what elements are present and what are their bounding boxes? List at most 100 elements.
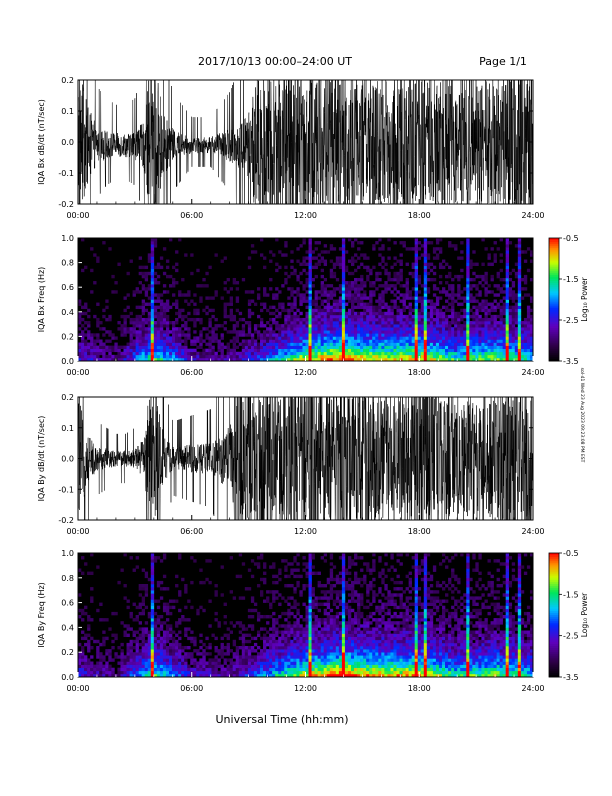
- heatmap-cell: [333, 665, 336, 668]
- heatmap-cell: [327, 615, 330, 618]
- heatmap-cell: [527, 293, 530, 296]
- heatmap-cell: [269, 333, 272, 336]
- heatmap-cell: [345, 339, 348, 342]
- heatmap-cell: [251, 355, 254, 358]
- heatmap-cell: [205, 559, 208, 562]
- heatmap-cell: [139, 318, 142, 321]
- heatmap-cell: [81, 572, 84, 575]
- heatmap-cell: [378, 263, 381, 266]
- heatmap-cell: [224, 615, 227, 618]
- heatmap-cell: [142, 631, 145, 634]
- heatmap-cell: [287, 646, 290, 649]
- heatmap-cell: [275, 333, 278, 336]
- heatmap-cell: [187, 312, 190, 315]
- heatmap-cell: [136, 339, 139, 342]
- heatmap-cell: [248, 640, 251, 643]
- heatmap-cell: [299, 349, 302, 352]
- y-axis-label: IQA By dB/dt (nT/sec): [37, 416, 46, 502]
- heatmap-cell: [169, 631, 172, 634]
- heatmap-cell: [366, 333, 369, 336]
- heatmap-cell: [384, 336, 387, 339]
- heatmap-cell: [324, 355, 327, 358]
- heatmap-cell: [324, 553, 327, 556]
- heatmap-cell: [527, 330, 530, 333]
- heatmap-cell: [324, 312, 327, 315]
- heatmap-cell: [321, 355, 324, 358]
- heatmap-cell: [506, 275, 509, 278]
- heatmap-cell: [324, 309, 327, 312]
- heatmap-cell: [205, 665, 208, 668]
- heatmap-cell: [445, 333, 448, 336]
- heatmap-cell: [160, 315, 163, 318]
- heatmap-cell: [130, 649, 133, 652]
- heatmap-cell: [257, 634, 260, 637]
- heatmap-cell: [87, 640, 90, 643]
- heatmap-cell: [84, 349, 87, 352]
- heatmap-cell: [451, 312, 454, 315]
- heatmap-cell: [415, 318, 418, 321]
- heatmap-cell: [418, 296, 421, 299]
- heatmap-cell: [330, 318, 333, 321]
- heatmap-cell: [227, 668, 230, 671]
- heatmap-cell: [406, 339, 409, 342]
- heatmap-cell: [245, 343, 248, 346]
- heatmap-cell: [306, 655, 309, 658]
- heatmap-cell: [178, 553, 181, 556]
- heatmap-cell: [278, 312, 281, 315]
- heatmap-cell: [233, 662, 236, 665]
- heatmap-cell: [236, 655, 239, 658]
- heatmap-cell: [193, 671, 196, 674]
- heatmap-cell: [436, 253, 439, 256]
- heatmap-cell: [312, 627, 315, 630]
- heatmap-cell: [251, 352, 254, 355]
- heatmap-cell: [506, 284, 509, 287]
- heatmap-cell: [284, 618, 287, 621]
- heatmap-cell: [108, 247, 111, 250]
- heatmap-cell: [111, 640, 114, 643]
- heatmap-cell: [384, 263, 387, 266]
- heatmap-cell: [242, 662, 245, 665]
- heatmap-cell: [287, 333, 290, 336]
- heatmap-cell: [369, 290, 372, 293]
- heatmap-cell: [481, 336, 484, 339]
- heatmap-cell: [230, 590, 233, 593]
- heatmap-cell: [233, 668, 236, 671]
- heatmap-cell: [506, 253, 509, 256]
- heatmap-cell: [315, 346, 318, 349]
- heatmap-cell: [336, 256, 339, 259]
- heatmap-cell: [512, 284, 515, 287]
- heatmap-cell: [130, 333, 133, 336]
- heatmap-cell: [233, 343, 236, 346]
- heatmap-cell: [327, 578, 330, 581]
- heatmap-cell: [318, 662, 321, 665]
- heatmap-cell: [205, 646, 208, 649]
- heatmap-cell: [415, 284, 418, 287]
- heatmap-cell: [248, 346, 251, 349]
- heatmap-cell: [117, 668, 120, 671]
- heatmap-cell: [96, 662, 99, 665]
- heatmap-cell: [293, 333, 296, 336]
- heatmap-cell: [497, 355, 500, 358]
- heatmap-cell: [287, 596, 290, 599]
- heatmap-cell: [312, 572, 315, 575]
- heatmap-cell: [151, 324, 154, 327]
- heatmap-cell: [151, 671, 154, 674]
- heatmap-cell: [397, 324, 400, 327]
- heatmap-cell: [384, 321, 387, 324]
- heatmap-cell: [315, 296, 318, 299]
- heatmap-cell: [460, 346, 463, 349]
- heatmap-cell: [111, 612, 114, 615]
- heatmap-cell: [321, 324, 324, 327]
- heatmap-cell: [154, 238, 157, 241]
- heatmap-cell: [309, 333, 312, 336]
- heatmap-cell: [327, 634, 330, 637]
- heatmap-cell: [302, 287, 305, 290]
- heatmap-cell: [357, 321, 360, 324]
- heatmap-cell: [142, 658, 145, 661]
- heatmap-cell: [248, 671, 251, 674]
- heatmap-cell: [272, 662, 275, 665]
- heatmap-cell: [384, 281, 387, 284]
- heatmap-cell: [348, 352, 351, 355]
- heatmap-cell: [515, 272, 518, 275]
